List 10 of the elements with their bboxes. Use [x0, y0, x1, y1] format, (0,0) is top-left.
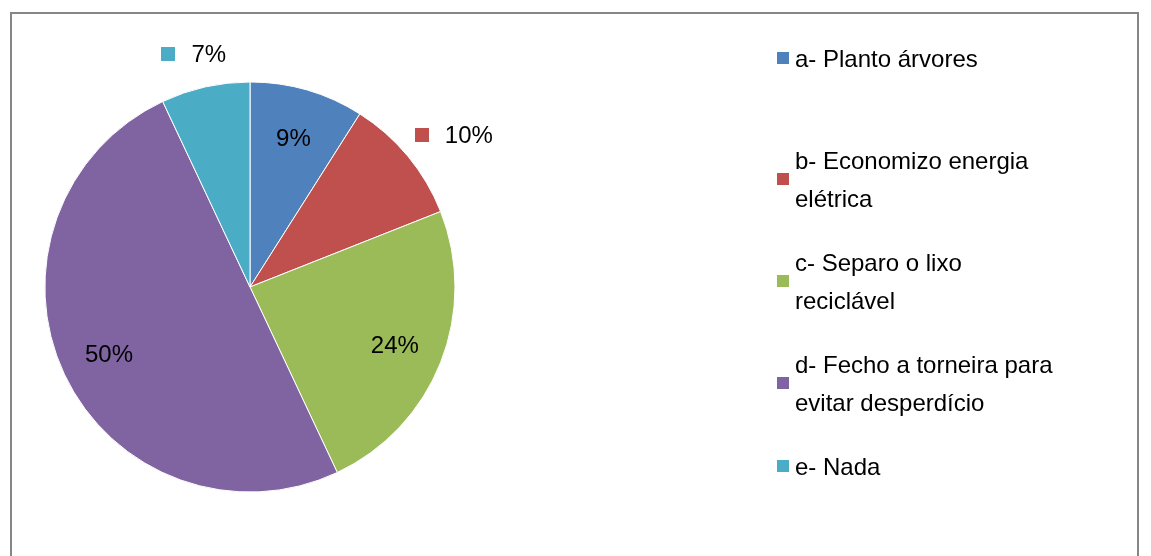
legend-label: b- Economizo energia elétrica — [795, 146, 1036, 212]
data-label: 24% — [370, 330, 419, 358]
legend-label: e- Nada — [795, 452, 882, 480]
legend-label: a- Planto árvores — [795, 44, 978, 72]
data-label: 10% — [444, 121, 493, 149]
data-label: 50% — [85, 339, 134, 367]
data-label: 9% — [276, 123, 311, 151]
legend-label: d- Fecho a torneira para evitar desperdício — [795, 350, 1060, 416]
data-label: 7% — [191, 40, 227, 68]
legend-label: c- Separo o lixo reciclável — [795, 248, 969, 314]
